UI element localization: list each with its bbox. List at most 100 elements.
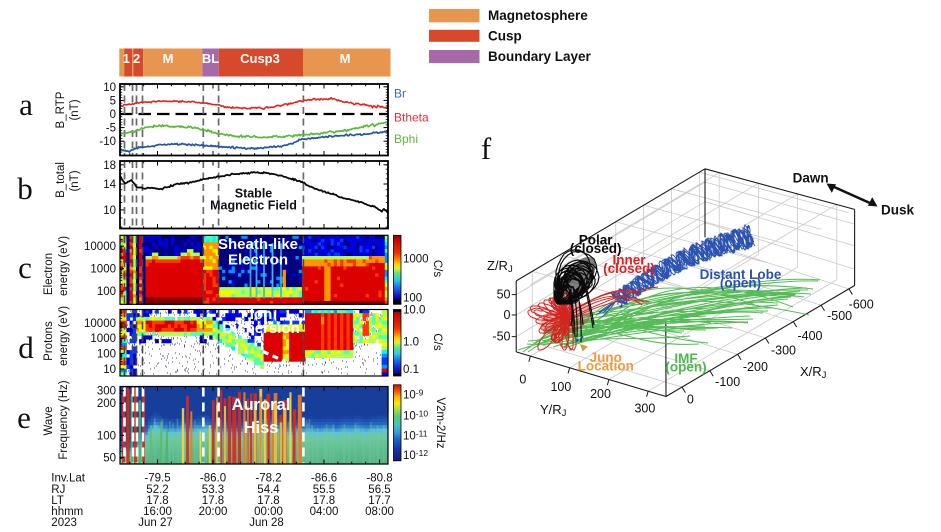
svg-text:-10: -10 [99,136,116,148]
svg-text:100: 100 [97,348,116,360]
svg-text:Magnetic Field: Magnetic Field [210,199,297,213]
svg-text:Protons: Protons [43,321,55,361]
svg-text:00:00: 00:00 [254,506,283,518]
svg-text:(closed): (closed) [570,241,622,256]
svg-text:0: 0 [519,372,526,386]
svg-text:Electron: Electron [43,253,55,295]
svg-text:-86.0: -86.0 [200,473,226,485]
svg-text:Dawn: Dawn [793,171,829,186]
svg-text:Dispersion: Dispersion [222,320,300,337]
svg-text:20:00: 20:00 [199,506,228,518]
svg-text:Location: Location [578,359,634,374]
svg-text:18: 18 [103,160,116,172]
svg-text:Bphi: Bphi [394,132,418,146]
svg-text:-300: -300 [771,343,796,357]
svg-text:-50: -50 [492,330,510,344]
svg-text:M: M [340,51,351,66]
svg-text:(open): (open) [720,276,761,291]
svg-text:Stable: Stable [235,187,273,201]
svg-text:0: 0 [110,109,116,121]
svg-text:Br: Br [394,87,406,101]
svg-text:50: 50 [497,288,511,302]
svg-text:10: 10 [103,82,116,94]
svg-text:10: 10 [103,364,116,376]
svg-text:Inner: Inner [612,253,646,268]
svg-text:Cusp3: Cusp3 [240,51,280,66]
svg-text:0: 0 [687,392,694,406]
svg-text:10.0: 10.0 [403,305,425,317]
svg-text:54.4: 54.4 [257,484,280,496]
svg-text:-200: -200 [743,360,768,374]
svg-text:-86.6: -86.6 [311,473,337,485]
svg-text:energy (eV): energy (eV) [58,306,70,366]
svg-text:Polar: Polar [579,232,614,247]
svg-text:Juno: Juno [590,350,622,365]
svg-text:55.5: 55.5 [313,484,335,496]
svg-text:52.2: 52.2 [146,484,168,496]
svg-text:Dusk: Dusk [881,203,915,218]
svg-text:04:00: 04:00 [310,506,339,518]
svg-text:Jun 27: Jun 27 [138,517,173,529]
svg-text:Wave: Wave [43,407,55,436]
svg-text:RJ: RJ [51,484,65,496]
svg-text:0: 0 [504,308,511,322]
svg-text:-80.8: -80.8 [366,473,392,485]
svg-text:10000: 10000 [84,241,116,253]
svg-text:(nT): (nT) [69,99,81,120]
svg-text:Y/RJ: Y/RJ [540,402,567,419]
svg-text:X/RJ: X/RJ [800,364,827,381]
svg-text:17.7: 17.7 [368,495,390,507]
svg-text:f: f [481,131,492,166]
svg-text:-400: -400 [797,329,822,343]
svg-text:d: d [18,330,34,365]
svg-text:hhmm: hhmm [51,506,83,518]
svg-text:300: 300 [634,401,655,415]
svg-text:M: M [163,51,174,66]
svg-text:100: 100 [403,293,422,305]
svg-text:-500: -500 [827,309,852,323]
svg-text:200: 200 [590,387,611,401]
svg-text:IMF: IMF [674,351,697,366]
svg-text:1000: 1000 [403,254,429,266]
svg-text:1: 1 [123,51,130,66]
svg-text:-5: -5 [106,123,116,135]
svg-text:100: 100 [97,286,116,298]
svg-text:e: e [17,400,31,435]
svg-text:1.0: 1.0 [403,337,419,349]
svg-text:08:00: 08:00 [365,506,394,518]
svg-text:50: 50 [103,452,116,464]
svg-text:17.8: 17.8 [202,495,224,507]
svg-text:B_total: B_total [55,162,67,198]
svg-text:(open): (open) [665,360,706,375]
svg-text:1000: 1000 [90,333,116,345]
svg-text:-600: -600 [849,297,874,311]
svg-text:-79.5: -79.5 [144,473,170,485]
svg-text:0.1: 0.1 [403,364,419,376]
svg-text:100: 100 [550,380,571,394]
svg-text:17.8: 17.8 [146,495,168,507]
svg-text:-78.2: -78.2 [255,473,281,485]
svg-text:10: 10 [103,205,116,217]
svg-text:(closed): (closed) [603,261,655,276]
svg-text:1000: 1000 [90,264,116,276]
svg-text:2: 2 [133,51,140,66]
svg-text:Sheath-like: Sheath-like [218,236,298,253]
svg-text:Jun 28: Jun 28 [249,517,284,529]
svg-text:5: 5 [110,95,116,107]
svg-text:Z/RJ: Z/RJ [487,258,513,275]
svg-text:Inv.Lat: Inv.Lat [51,473,85,485]
svg-text:Hiss: Hiss [244,419,279,437]
svg-text:Cusp: Cusp [488,28,522,43]
svg-text:10000: 10000 [84,318,116,330]
svg-text:Boundary Layer: Boundary Layer [488,49,592,64]
svg-text:53.3: 53.3 [202,484,224,496]
svg-text:-100: -100 [715,375,740,389]
svg-text:BL: BL [202,51,219,66]
svg-text:17.8: 17.8 [313,495,335,507]
svg-text:LT: LT [51,495,64,507]
svg-text:b: b [17,171,33,206]
svg-text:16:00: 16:00 [143,506,172,518]
svg-text:200: 200 [97,398,116,410]
svg-text:Distant Lobe: Distant Lobe [700,267,782,282]
svg-text:c: c [18,250,32,285]
